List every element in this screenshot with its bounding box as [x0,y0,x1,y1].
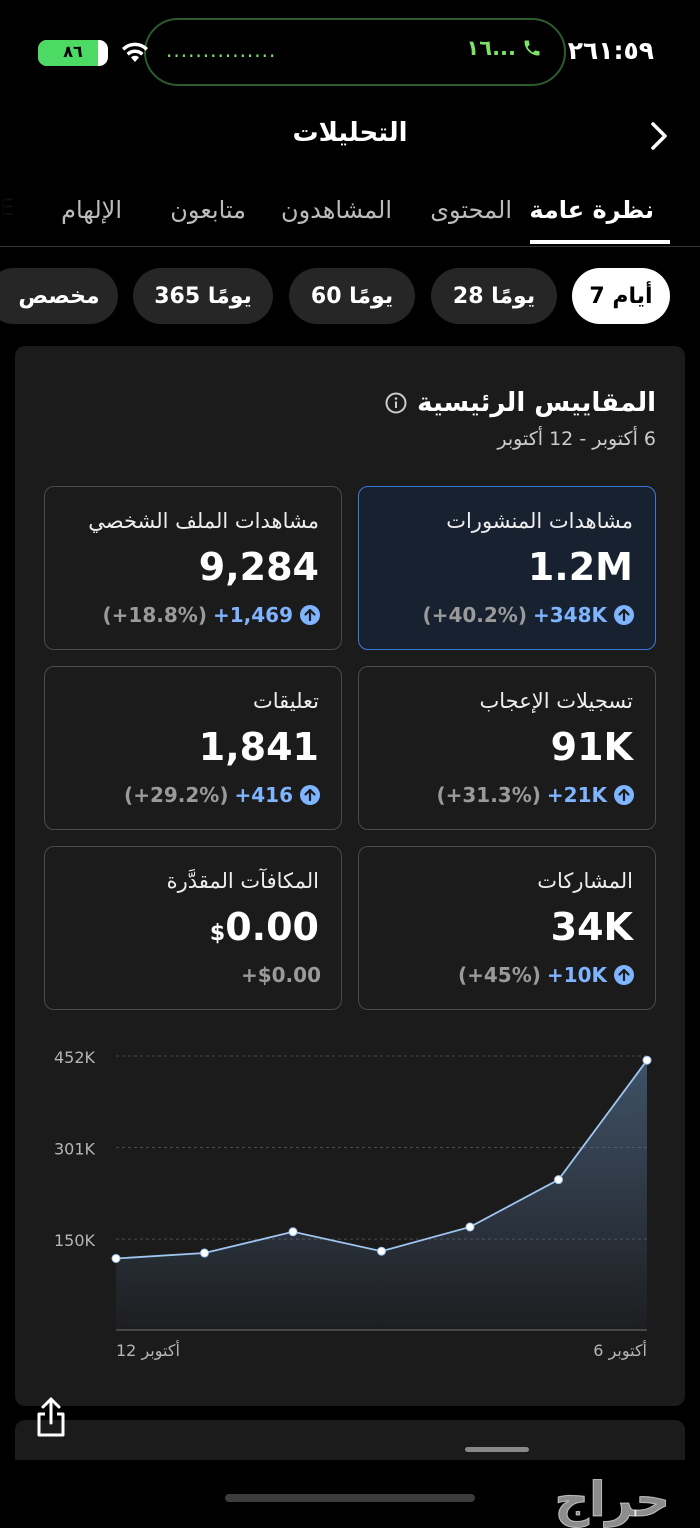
metric-label: المشاركات [537,869,633,893]
y-tick-label: 301K [54,1140,96,1159]
chart-point [288,1227,298,1237]
home-indicator[interactable] [225,1494,475,1502]
metric-label: تسجيلات الإعجاب [479,689,633,713]
metric-value: 34K [550,905,633,949]
metric-change: (+29.2%) +416 [124,783,321,807]
back-chevron-icon[interactable] [645,120,673,152]
change-absolute: +1,469 [212,603,293,627]
info-icon[interactable] [385,392,407,414]
chart-area [116,1060,647,1330]
y-tick-label: 452K [54,1048,96,1067]
island-call-indicator[interactable]: ١٦... [466,36,542,60]
arrow-up-circle-icon [614,605,634,625]
metric-change: (+31.3%) +21K [436,783,635,807]
call-time: ١٦... [466,36,516,60]
change-absolute: +10K [546,963,607,987]
x-tick-label-start: 12 أكتوبر [116,1340,180,1361]
currency-symbol: $ [209,921,226,946]
grab-handle[interactable] [465,1447,529,1452]
dynamic-island[interactable]: ............... ١٦... [144,18,566,86]
metric-estimated-rewards[interactable]: المكافآت المقدَّرة $0.00 +$0.00 [44,846,342,1010]
wifi-icon [120,40,150,64]
date-range: 6 أكتوبر - 12 أكتوبر [497,428,656,450]
change-percent: (+29.2%) [124,783,229,807]
arrow-up-circle-icon [300,785,320,805]
post-views-chart[interactable]: 452K 301K 150K 12 أكتوبر 6 أكتوبر [40,1040,660,1370]
page-title: التحليلات [292,118,408,148]
period-chip-365-days[interactable]: 365 يومًا [133,268,273,324]
change-absolute: +416 [234,783,293,807]
metric-label: تعليقات [252,689,319,713]
tabs-fade [0,178,40,246]
island-activity-dots: ............... [166,38,277,62]
period-chip-28-days[interactable]: 28 يومًا [431,268,557,324]
metric-value: 1.2M [527,545,633,589]
battery-icon: ٨٦ [38,40,108,66]
period-chip-custom[interactable]: مخصص [0,268,118,324]
share-icon[interactable] [34,1396,68,1438]
metric-label: مشاهدات المنشورات [446,509,633,533]
battery-level: ٨٦ [63,42,83,61]
tab-content[interactable]: المحتوى [430,196,512,224]
tab-overview[interactable]: نظرة عامة [529,196,654,224]
change-absolute: +21K [546,783,607,807]
chart-point [554,1175,563,1185]
change-absolute: +348K [532,603,607,627]
chart-svg: 452K 301K 150K 12 أكتوبر 6 أكتوبر [54,1048,652,1361]
active-tab-underline [530,240,670,244]
y-tick-label: 150K [54,1231,96,1250]
metric-change: (+45%) +10K [458,963,635,987]
status-time: ٢٦١:٥٩ [567,36,654,65]
metric-change: (+40.2%) +348K [423,603,635,627]
arrow-up-circle-icon [614,965,634,985]
chart-point [377,1246,386,1256]
change-percent: (+31.3%) [436,783,541,807]
metric-comments[interactable]: تعليقات 1,841 (+29.2%) +416 [44,666,342,830]
metric-change: +$0.00 [241,963,321,987]
change-percent: (+45%) [457,963,541,987]
metric-label: المكافآت المقدَّرة [166,869,319,893]
metric-likes[interactable]: تسجيلات الإعجاب 91K (+31.3%) +21K [358,666,656,830]
section-title-text: المقاييس الرئيسية [417,388,656,418]
battery-fill [38,40,99,66]
metric-value: $0.00 [210,905,319,949]
metric-value: 9,284 [198,545,319,589]
period-chip-60-days[interactable]: 60 يومًا [289,268,415,324]
x-tick-label-end: 6 أكتوبر [593,1340,647,1361]
tab-followers[interactable]: متابعون [170,196,246,224]
phone-icon [524,40,540,56]
period-chip-7-days[interactable]: 7 أيام [572,268,670,324]
arrow-up-circle-icon [300,605,320,625]
metric-post-views[interactable]: مشاهدات المنشورات 1.2M (+40.2%) +348K [358,486,656,650]
section-title: المقاييس الرئيسية [385,388,656,418]
watermark-logo: حراج [554,1472,670,1528]
metric-profile-views[interactable]: مشاهدات الملف الشخصي 9,284 (+18.8%) +1,4… [44,486,342,650]
chart-point [111,1253,121,1263]
metric-change: (+18.8%) +1,469 [103,603,321,627]
metric-value-number: 0.00 [225,905,319,949]
next-card-peek [15,1420,685,1460]
tab-inspiration[interactable]: الإلهام [61,196,122,224]
metric-label: مشاهدات الملف الشخصي [88,509,319,533]
metric-shares[interactable]: المشاركات 34K (+45%) +10K [358,846,656,1010]
arrow-up-circle-icon [614,785,634,805]
chart-point [200,1248,209,1258]
tab-viewers[interactable]: المشاهدون [280,196,392,224]
change-percent: (+18.8%) [102,603,207,627]
tab-bar: نظرة عامة المحتوى المشاهدون متابعون الإل… [0,178,700,247]
metric-value: 1,841 [198,725,319,769]
chart-point [642,1055,652,1065]
change-absolute: +$0.00 [240,963,321,987]
metric-value: 91K [550,725,633,769]
change-percent: (+40.2%) [422,603,527,627]
chart-point [465,1222,475,1232]
